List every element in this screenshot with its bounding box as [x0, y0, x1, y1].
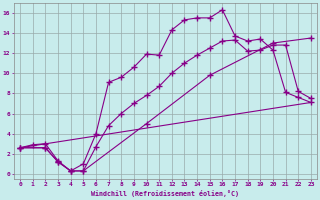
X-axis label: Windchill (Refroidissement éolien,°C): Windchill (Refroidissement éolien,°C)	[92, 190, 239, 197]
